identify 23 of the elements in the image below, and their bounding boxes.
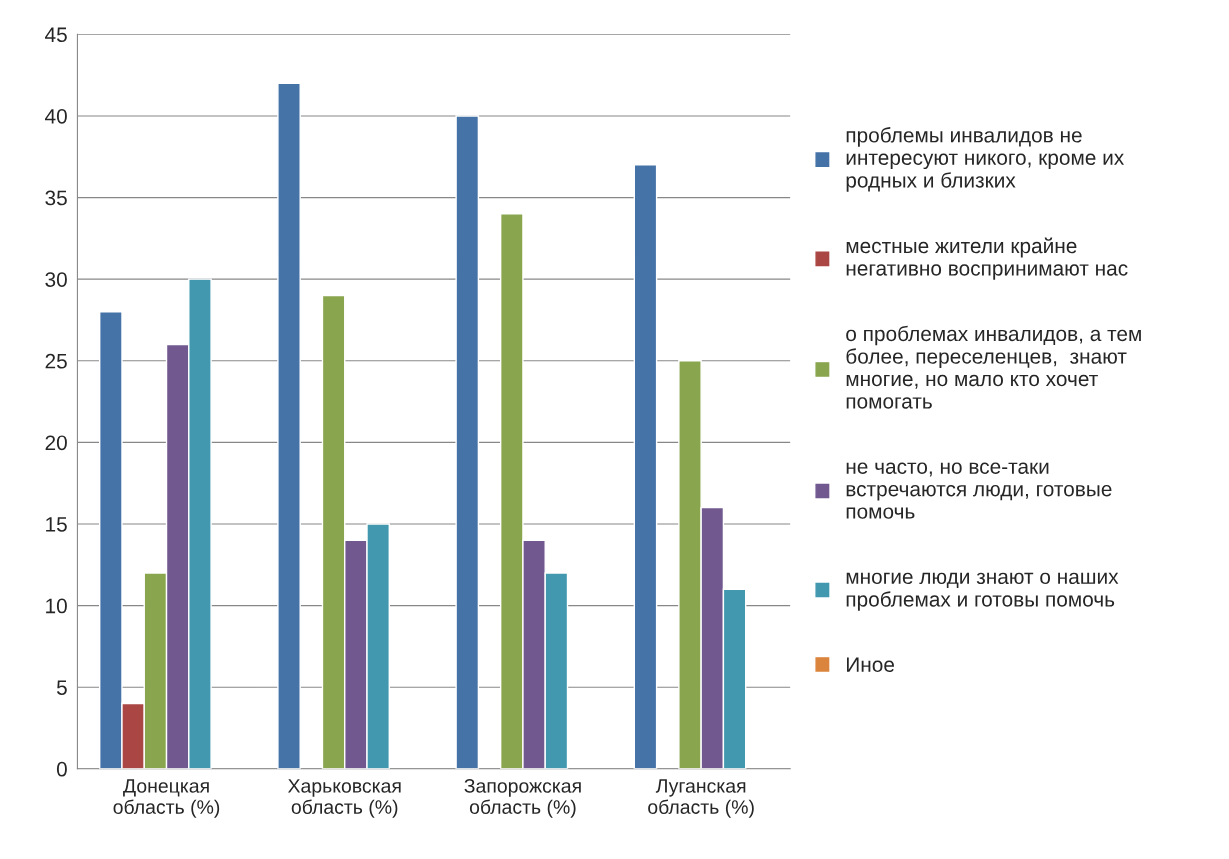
legend-label: о проблемах инвалидов, а тем более, переселенцев, знают многие, но мало кто хочет помогать: [846, 325, 1141, 409]
x-tick-label: Запорожская область (%): [464, 779, 581, 818]
legend-label: проблемы инвалидов не интересуют никого, кроме их родных и близких: [846, 127, 1125, 192]
y-tick-label: 15: [46, 517, 67, 532]
y-tick-label: 25: [45, 353, 67, 369]
y-tick-label: 0: [56, 761, 67, 777]
y-tick-label: 10: [46, 598, 67, 614]
x-tick-label: Харьковская область (%): [287, 779, 401, 818]
y-tick-label: 30: [45, 272, 67, 287]
legend-label: местные жители крайне негативно воспринимают нас: [846, 237, 1128, 280]
legend-label: многие люди знают о наших проблемах и готовы помочь: [846, 572, 1119, 611]
x-tick-label: Луганская область (%): [648, 779, 754, 818]
legend-label: Иное: [847, 657, 895, 672]
y-tick-label: 35: [45, 190, 67, 206]
bar: [633, 164, 658, 769]
y-tick-label: 20: [45, 435, 67, 451]
bar: [455, 115, 480, 769]
y-tick-label: 40: [45, 108, 67, 124]
bar: [277, 82, 301, 769]
legend-label: не часто, но все-таки встречаются люди, готовые помочь: [846, 462, 1112, 519]
y-tick-label: 5: [56, 680, 67, 695]
y-tick-label: 45: [45, 27, 67, 43]
x-tick-label: Донецкая область (%): [113, 779, 220, 818]
